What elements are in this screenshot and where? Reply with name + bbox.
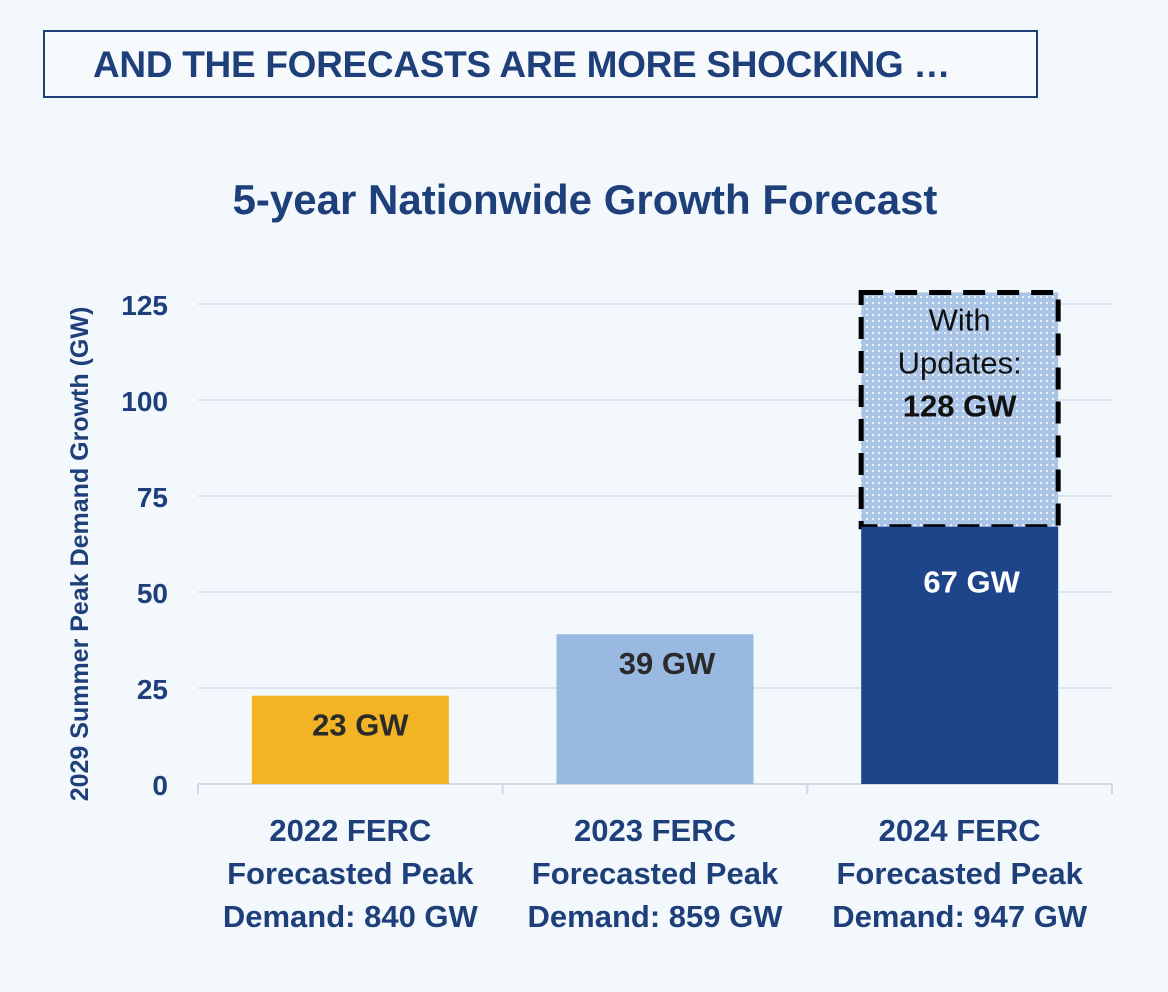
y-axis-label: 2029 Summer Peak Demand Growth (GW) [66, 307, 94, 802]
x-tick-label-1-2: Demand: 859 GW [528, 899, 784, 934]
updates-bar-pattern [861, 292, 1059, 527]
updates-text-label: Updates: [898, 345, 1022, 380]
y-tick-label-0: 0 [152, 770, 168, 801]
y-tick-label-50: 50 [137, 578, 168, 609]
y-tick-label-100: 100 [121, 386, 168, 417]
y-tick-label-25: 25 [137, 674, 168, 705]
y-tick-label-125: 125 [121, 290, 168, 321]
x-tick-label-2-2: Demand: 947 GW [832, 899, 1088, 934]
bar-value-label-2: 67 GW [923, 565, 1020, 600]
x-tick-label-0-2: Demand: 840 GW [223, 899, 479, 934]
x-tick-label-2-0: 2024 FERC [879, 813, 1041, 848]
bar-value-label-1: 39 GW [619, 646, 716, 681]
headline-text: AND THE FORECASTS ARE MORE SHOCKING … [93, 44, 951, 85]
bar-0 [251, 695, 449, 784]
bar-2 [861, 526, 1059, 784]
updates-value-label: 128 GW [903, 388, 1017, 423]
chart-title: 5-year Nationwide Growth Forecast [233, 176, 938, 223]
x-tick-label-1-0: 2023 FERC [574, 813, 736, 848]
y-tick-label-75: 75 [137, 482, 168, 513]
bar-1 [556, 634, 754, 784]
x-tick-label-0-1: Forecasted Peak [227, 856, 474, 891]
x-tick-label-1-1: Forecasted Peak [532, 856, 779, 891]
x-tick-label-0-0: 2022 FERC [269, 813, 431, 848]
updates-text-label: With [929, 302, 991, 337]
x-tick-label-2-1: Forecasted Peak [836, 856, 1083, 891]
bar-value-label-0: 23 GW [312, 708, 409, 743]
headline-banner: AND THE FORECASTS ARE MORE SHOCKING … [43, 30, 1038, 98]
